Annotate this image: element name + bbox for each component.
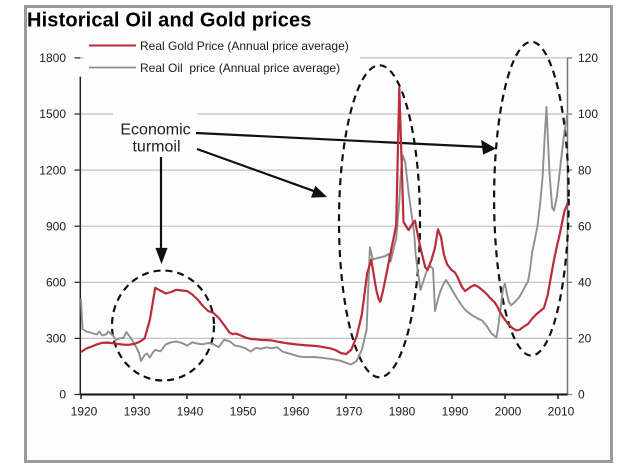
svg-text:80: 80 [578,163,592,177]
svg-text:Real Oil price (Annual price: Real Oil price (Annual price average) [140,61,340,75]
svg-text:1990: 1990 [442,405,469,419]
svg-text:1980: 1980 [389,405,416,419]
svg-text:1950: 1950 [230,405,257,419]
svg-text:2010: 2010 [548,405,575,419]
svg-text:1200: 1200 [39,163,66,177]
svg-text:1970: 1970 [336,405,363,419]
svg-text:Historical Oil and Gold prices: Historical Oil and Gold prices [27,10,312,32]
svg-text:turmoil: turmoil [132,139,180,156]
svg-text:600: 600 [46,276,66,290]
svg-text:1500: 1500 [39,107,66,121]
svg-text:2000: 2000 [495,405,522,419]
svg-text:Real Gold Price (Annual price: Real Gold Price (Annual price average) [140,39,349,53]
svg-text:60: 60 [578,219,592,233]
svg-text:1940: 1940 [177,405,204,419]
svg-text:1930: 1930 [124,405,151,419]
svg-text:900: 900 [46,219,66,233]
svg-text:0: 0 [59,388,66,402]
svg-text:1920: 1920 [71,405,98,419]
svg-text:1800: 1800 [39,51,66,65]
svg-text:0: 0 [578,388,585,402]
svg-text:120: 120 [578,51,598,65]
svg-text:20: 20 [578,332,592,346]
svg-text:1960: 1960 [283,405,310,419]
svg-text:40: 40 [578,276,592,290]
svg-text:300: 300 [46,332,66,346]
svg-text:100: 100 [578,107,598,121]
svg-text:Economic: Economic [120,122,190,139]
